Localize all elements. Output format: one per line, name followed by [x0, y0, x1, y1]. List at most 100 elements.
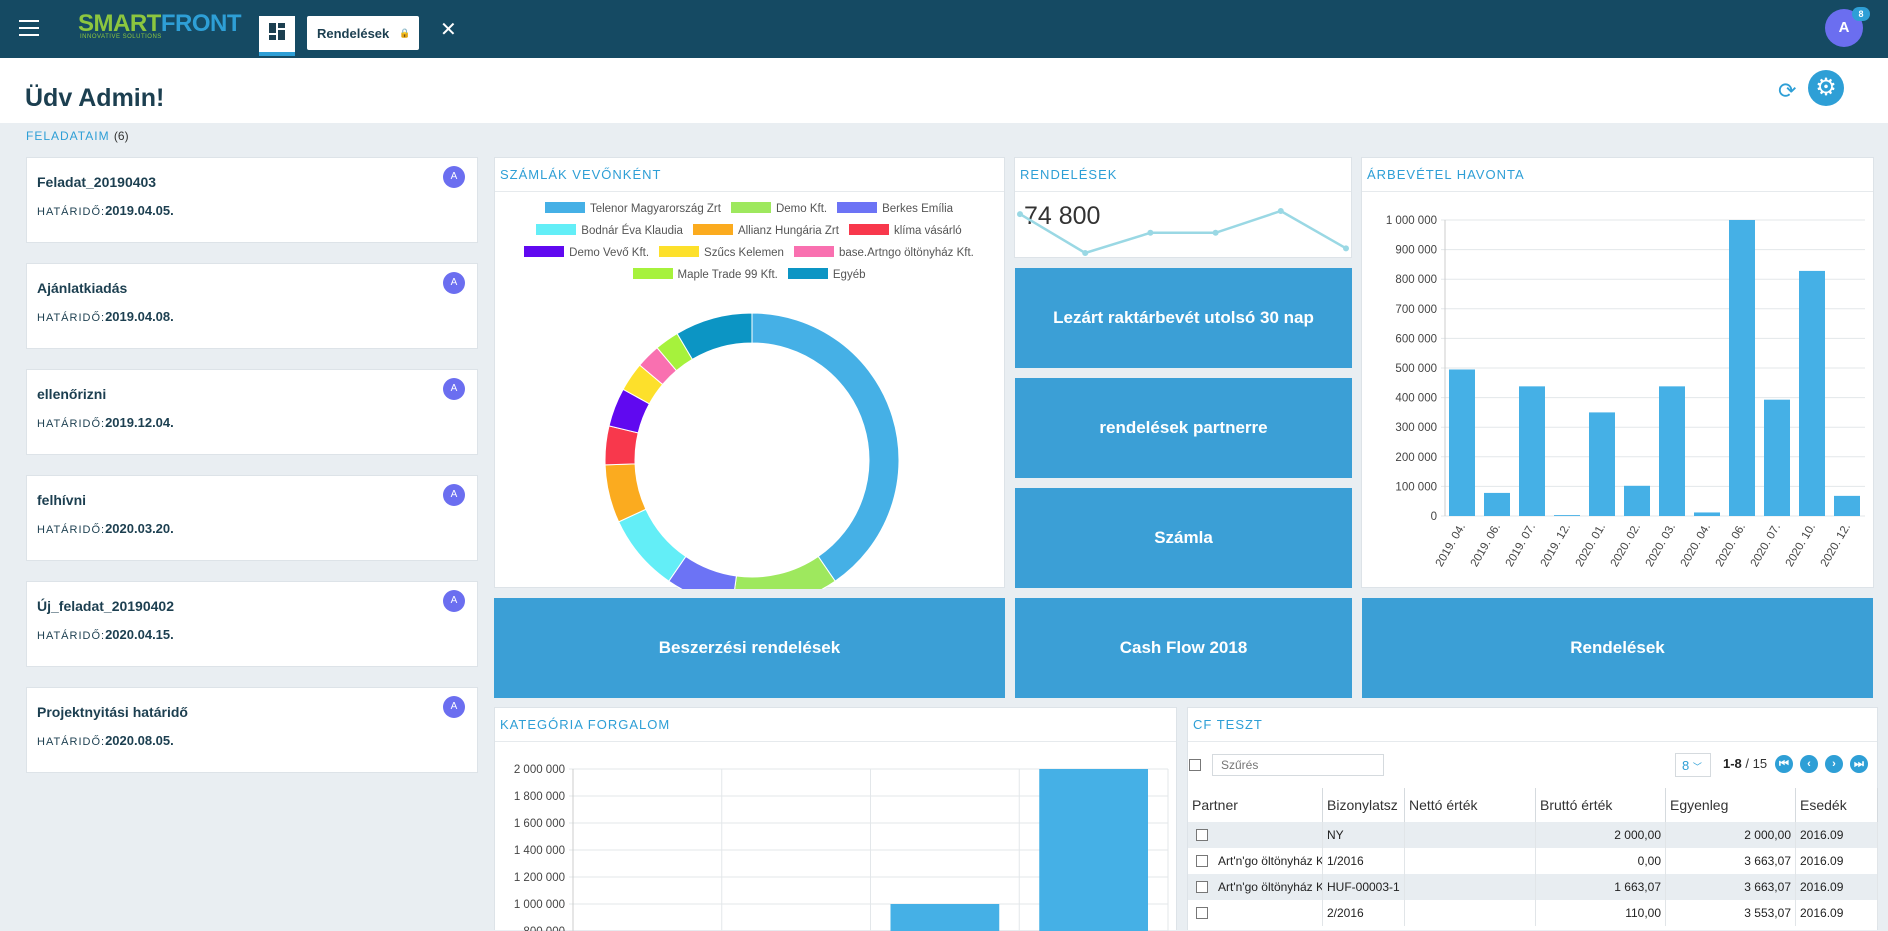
- task-card[interactable]: ellenőrizni HATÁRIDŐ:2019.12.04. A: [26, 369, 478, 455]
- revenue-bar: [1659, 386, 1685, 516]
- task-assignee-avatar: A: [443, 696, 465, 718]
- legend-item[interactable]: Maple Trade 99 Kft.: [632, 264, 778, 286]
- table-cell: 2016.09: [1796, 822, 1878, 848]
- refresh-icon[interactable]: ⟳: [1778, 78, 1797, 103]
- legend-item[interactable]: Allianz Hungária Zrt: [692, 220, 839, 242]
- legend-swatch: [730, 202, 771, 213]
- x-tick-label: 2019. 12.: [1539, 522, 1573, 570]
- legend-label: Allianz Hungária Zrt: [737, 225, 839, 237]
- legend-item[interactable]: Telenor Magyarország Zrt: [544, 198, 721, 220]
- legend-item[interactable]: Egyéb: [787, 264, 866, 286]
- y-tick-label: 100 000: [1395, 481, 1437, 493]
- table-cell: HUF-00003-1: [1323, 874, 1405, 900]
- row-checkbox[interactable]: [1196, 907, 1208, 919]
- column-header[interactable]: Egyenleg: [1666, 788, 1796, 822]
- notification-badge: 8: [1852, 7, 1870, 21]
- task-name: ellenőrizni: [37, 386, 107, 402]
- table-cell: [1214, 900, 1323, 926]
- page-size-select[interactable]: 8 ﹀: [1675, 753, 1711, 777]
- y-tick-label: 800 000: [523, 926, 565, 931]
- legend-item[interactable]: Szűcs Kelemen: [659, 242, 784, 264]
- table-row[interactable]: NY 2 000,00 2 000,00 2016.09: [1188, 822, 1878, 848]
- y-tick-label: 200 000: [1395, 452, 1437, 464]
- dashboard-button[interactable]: [259, 16, 295, 56]
- column-header[interactable]: Partner: [1188, 788, 1323, 822]
- y-tick-label: 600 000: [1395, 333, 1437, 345]
- tile-szamla[interactable]: Számla: [1015, 488, 1352, 588]
- revenue-bar: [1449, 369, 1475, 516]
- select-all-checkbox[interactable]: [1189, 759, 1201, 771]
- close-tab-icon[interactable]: ✕: [440, 19, 457, 41]
- legend-label: Demo Kft.: [775, 203, 828, 215]
- task-due-label: HATÁRIDŐ:: [37, 524, 106, 536]
- table-cell: 3 553,07: [1666, 900, 1796, 926]
- table-cell: [1405, 874, 1536, 900]
- revenue-bar: [1694, 512, 1720, 516]
- tab-rendelesek[interactable]: Rendelések 🔒: [307, 16, 419, 50]
- column-header[interactable]: Bizonylatsz: [1323, 788, 1405, 822]
- task-card[interactable]: Projektnyitási határidő HATÁRIDŐ:2020.08.…: [26, 687, 478, 773]
- table-row[interactable]: Art'n'go öltönyház Kft. 1/2016 0,00 3 663,0…: [1188, 848, 1878, 874]
- menu-icon[interactable]: [19, 20, 39, 36]
- panel-arbevetel-havonta: ÁRBEVÉTEL HAVONTA 1 000 000 900 000 800 00…: [1361, 157, 1874, 588]
- search-input[interactable]: [1212, 754, 1384, 776]
- task-due: HATÁRIDŐ:2019.12.04.: [37, 415, 174, 430]
- table-row[interactable]: Art'n'go öltönyház Kft. HUF-00003-1 1 663,…: [1188, 874, 1878, 900]
- revenue-bar: [1484, 492, 1510, 516]
- orders-sparkline: [1017, 208, 1349, 256]
- settings-gear-icon[interactable]: ⚙: [1808, 70, 1844, 106]
- legend-item[interactable]: klíma vásárló: [848, 220, 962, 242]
- top-bar: SMARTFRONT INNOVATIVE SOLUTIONS Rendelés…: [0, 0, 1888, 58]
- table-cell: NY: [1323, 822, 1405, 848]
- revenue-bar: [1624, 485, 1650, 516]
- legend-label: Demo Vevő Kft.: [569, 247, 650, 259]
- panel-title: SZÁMLÁK VEVŐNKÉNT: [500, 167, 662, 182]
- y-tick-label: 900 000: [1395, 245, 1437, 257]
- table-row[interactable]: 2/2016 110,00 3 553,07 2016.09: [1188, 900, 1878, 926]
- tile-lezart-raktarbevet[interactable]: Lezárt raktárbevét utolsó 30 nap: [1015, 268, 1352, 368]
- task-card[interactable]: felhívni HATÁRIDŐ:2020.03.20. A: [26, 475, 478, 561]
- column-header[interactable]: Nettó érték: [1405, 788, 1536, 822]
- legend-item[interactable]: Berkes Emília: [837, 198, 953, 220]
- legend-item[interactable]: base.Artngo öltönyház Kft.: [793, 242, 974, 264]
- y-tick-label: 500 000: [1395, 363, 1437, 375]
- x-tick-label: 2019. 07.: [1504, 522, 1538, 570]
- task-card[interactable]: Ajánlatkiadás HATÁRIDŐ:2019.04.08. A: [26, 263, 478, 349]
- panel-title: RENDELÉSEK: [1020, 167, 1118, 182]
- legend-label: klíma vásárló: [893, 225, 962, 237]
- row-checkbox[interactable]: [1196, 829, 1208, 841]
- y-tick-label: 1 800 000: [514, 791, 565, 803]
- legend-item[interactable]: Demo Kft.: [730, 198, 828, 220]
- column-header[interactable]: Bruttó érték: [1536, 788, 1666, 822]
- row-checkbox[interactable]: [1196, 881, 1208, 893]
- revenue-bar: [1589, 412, 1615, 516]
- legend-item[interactable]: Bodnár Éva Klaudia: [536, 220, 683, 242]
- first-page-icon[interactable]: ⏮: [1775, 755, 1793, 773]
- prev-page-icon[interactable]: ‹: [1800, 755, 1818, 773]
- pie-slice: [676, 312, 753, 361]
- tab-label: Rendelések: [317, 26, 390, 41]
- task-card[interactable]: Feladat_20190403 HATÁRIDŐ:2019.04.05. A: [26, 157, 478, 243]
- revenue-bar: [1799, 270, 1825, 516]
- task-card[interactable]: Új_feladat_20190402 HATÁRIDŐ:2020.04.15. A: [26, 581, 478, 667]
- legend-label: Egyéb: [832, 269, 866, 281]
- sparkline-point: [1147, 229, 1154, 236]
- tile-rendelesek-partnerre[interactable]: rendelések partnerre: [1015, 378, 1352, 478]
- task-due: HATÁRIDŐ:2020.03.20.: [37, 521, 174, 536]
- task-due: HATÁRIDŐ:2019.04.08.: [37, 309, 174, 324]
- task-due-date: 2020.08.05.: [105, 733, 174, 748]
- last-page-icon[interactable]: ⏭: [1850, 755, 1868, 773]
- legend-swatch: [837, 202, 878, 213]
- tile-beszerzesi-rendelesek[interactable]: Beszerzési rendelések: [494, 598, 1005, 698]
- y-tick-label: 0: [1431, 511, 1437, 523]
- row-checkbox[interactable]: [1196, 855, 1208, 867]
- legend-swatch: [544, 202, 585, 213]
- task-due: HATÁRIDŐ:2019.04.05.: [37, 203, 174, 218]
- table-cell: 110,00: [1536, 900, 1666, 926]
- tile-cash-flow-2018[interactable]: Cash Flow 2018: [1015, 598, 1352, 698]
- tile-rendelesek[interactable]: Rendelések: [1362, 598, 1873, 698]
- column-header[interactable]: Esedék: [1796, 788, 1878, 822]
- next-page-icon[interactable]: ›: [1825, 755, 1843, 773]
- legend-item[interactable]: Demo Vevő Kft.: [524, 242, 649, 264]
- panel-kategoria-forgalom: KATEGÓRIA FORGALOM 2 000 000 1 800 000 1 6…: [494, 707, 1177, 931]
